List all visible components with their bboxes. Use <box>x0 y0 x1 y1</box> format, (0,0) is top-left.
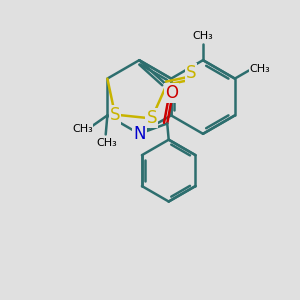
Text: S: S <box>110 106 120 124</box>
Text: CH₃: CH₃ <box>193 31 213 41</box>
Text: S: S <box>186 64 196 82</box>
Text: O: O <box>165 84 178 102</box>
Text: N: N <box>133 125 146 143</box>
Text: CH₃: CH₃ <box>97 138 118 148</box>
Text: CH₃: CH₃ <box>72 124 93 134</box>
Text: CH₃: CH₃ <box>250 64 271 74</box>
Text: S: S <box>146 110 157 128</box>
